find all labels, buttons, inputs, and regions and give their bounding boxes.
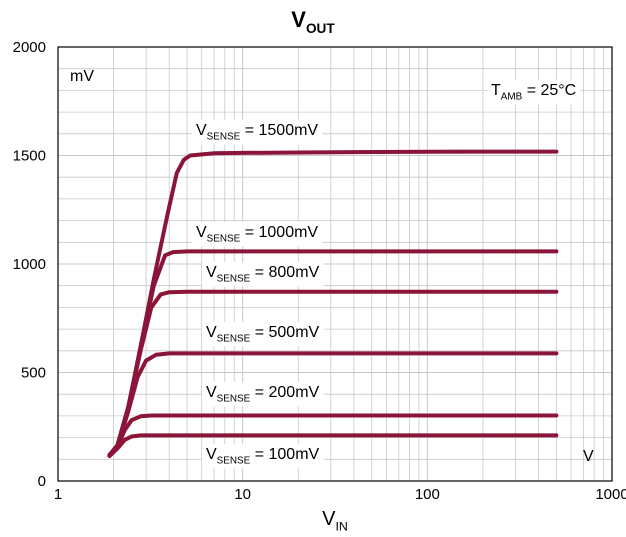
x-unit-label: V	[583, 448, 594, 465]
series-label: VSENSE = 500mV	[206, 324, 320, 344]
series-label-bg	[202, 382, 324, 407]
condition-label: TAMB = 25°C	[491, 82, 576, 102]
chart-title: VOUT	[291, 7, 335, 36]
y-tick-label: 2000	[13, 39, 46, 56]
series-label-bg	[202, 444, 324, 469]
series-label-bg	[192, 120, 323, 145]
plot-frame	[57, 46, 613, 482]
series-label-bg	[202, 262, 324, 287]
y-unit-label: mV	[70, 68, 94, 85]
series-label: VSENSE = 800mV	[206, 264, 320, 284]
x-tick-label: 10	[234, 486, 251, 503]
series-line	[107, 289, 559, 457]
series-label-bg	[192, 222, 323, 247]
series-label-bg	[202, 322, 324, 347]
series-label: VSENSE = 100mV	[206, 446, 320, 466]
x-axis-label: VIN	[322, 508, 348, 534]
x-tick-label: 1	[54, 486, 62, 503]
y-tick-label: 1500	[13, 148, 46, 165]
condition-label-bg	[487, 80, 581, 105]
series-label: VSENSE = 1500mV	[196, 122, 318, 142]
series-label: VSENSE = 1000mV	[196, 224, 318, 244]
y-tick-label: 500	[21, 365, 46, 382]
y-tick-label: 1000	[13, 256, 46, 273]
x-tick-label: 100	[415, 486, 440, 503]
y-tick-label: 0	[38, 473, 46, 490]
series-line	[107, 433, 559, 458]
series-line	[107, 351, 559, 457]
series-line	[107, 413, 559, 458]
series-line	[107, 149, 559, 457]
series-label: VSENSE = 200mV	[206, 384, 320, 404]
x-tick-label: 1000	[595, 486, 626, 503]
